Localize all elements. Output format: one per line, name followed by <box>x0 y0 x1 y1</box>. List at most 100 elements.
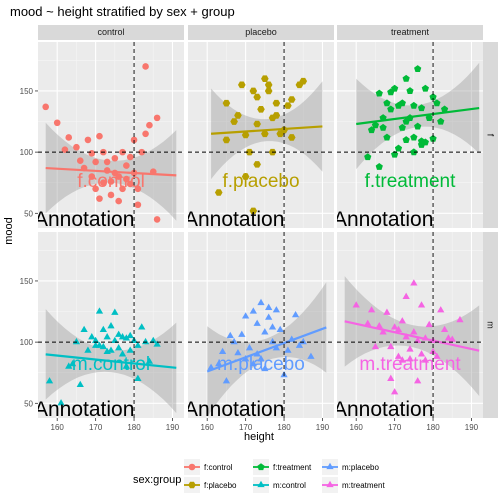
data-point <box>134 185 142 193</box>
data-point <box>379 123 387 131</box>
data-point <box>398 317 406 324</box>
data-point <box>394 144 403 152</box>
data-point <box>126 153 134 161</box>
data-point <box>287 96 296 103</box>
column-strip-label: control <box>97 27 124 37</box>
data-point <box>68 359 77 367</box>
data-point <box>126 346 134 353</box>
data-point <box>249 87 258 95</box>
trend-line <box>206 326 327 373</box>
data-point <box>122 362 131 369</box>
column-strip-label: placebo <box>245 27 277 37</box>
data-point <box>433 99 441 107</box>
data-point <box>299 77 308 85</box>
column-strip-control: control <box>38 25 184 40</box>
data-point <box>371 342 380 350</box>
data-point <box>115 330 123 337</box>
data-point <box>215 359 223 367</box>
data-point <box>153 340 161 347</box>
chart-title: mood ~ height stratified by sex + group <box>10 4 235 19</box>
data-point <box>410 279 418 286</box>
panel-plot-area: f.treatment Annotation <box>337 42 483 228</box>
data-point <box>440 325 449 332</box>
panel-group-label: m.treatment <box>359 354 461 375</box>
data-point <box>417 104 426 112</box>
trend-line <box>210 125 323 135</box>
x-tick-label: 160 <box>350 423 364 432</box>
data-point <box>257 106 265 113</box>
panel-f-treatment: f.treatment Annotation <box>337 42 483 228</box>
row-strip-label: m <box>486 321 496 329</box>
x-tick-label: 170 <box>239 423 253 432</box>
data-point <box>444 334 453 341</box>
data-point <box>100 179 107 187</box>
data-point <box>272 99 281 107</box>
panel-plot-area: f.control Annotation <box>34 42 184 231</box>
legend-item-label: m:placebo <box>342 463 379 472</box>
data-point <box>265 303 273 310</box>
legend-title: sex:group <box>133 474 181 486</box>
data-point <box>299 337 307 345</box>
data-point <box>245 148 254 156</box>
data-point <box>364 319 372 326</box>
data-point <box>406 355 414 362</box>
data-point <box>265 313 273 320</box>
data-point <box>138 148 146 156</box>
data-point <box>118 333 127 340</box>
data-point <box>253 93 261 101</box>
data-point <box>383 133 391 141</box>
data-point <box>84 346 92 353</box>
column-strip-bg <box>188 25 334 40</box>
legend-item-label: f:control <box>204 463 233 472</box>
data-point <box>76 380 84 388</box>
data-point <box>276 325 284 332</box>
data-point <box>218 347 227 355</box>
data-point <box>387 105 395 113</box>
legend-key-marker <box>257 463 265 471</box>
x-tick-label: 160 <box>201 423 215 432</box>
data-point <box>257 298 265 306</box>
panel-annotation-text: Annotation <box>34 208 134 231</box>
data-point <box>153 216 161 223</box>
data-point <box>230 337 238 345</box>
panel-group-label: f.placebo <box>222 171 299 192</box>
data-point <box>95 307 104 314</box>
data-point <box>440 105 449 113</box>
data-point <box>383 99 391 107</box>
data-point <box>417 301 426 308</box>
data-point <box>61 146 69 153</box>
data-point <box>142 63 149 70</box>
data-point <box>387 342 395 350</box>
data-point <box>261 75 269 82</box>
data-point <box>394 325 403 332</box>
data-point <box>375 322 383 329</box>
column-strip-placebo: placebo <box>188 25 334 40</box>
legend-item-label: m:treatment <box>342 481 385 490</box>
data-point <box>92 185 99 193</box>
data-point <box>57 399 65 406</box>
column-strip-label: treatment <box>391 27 430 37</box>
data-point <box>402 74 410 82</box>
data-point <box>410 101 418 109</box>
y-tick-label: 50 <box>24 399 33 408</box>
legend-key-marker <box>188 463 196 471</box>
data-point <box>371 121 380 129</box>
panel-annotation-text: Annotation <box>184 398 284 421</box>
data-point <box>138 323 146 330</box>
data-point <box>230 118 238 125</box>
data-point <box>295 341 304 348</box>
data-point <box>421 138 429 146</box>
data-point <box>425 320 433 328</box>
data-point <box>107 191 115 199</box>
data-point <box>119 185 126 193</box>
data-point <box>253 319 261 326</box>
data-point <box>53 119 61 127</box>
legend-item-m-treatment: m:treatment <box>322 477 385 493</box>
data-point <box>421 356 430 363</box>
panel-m-placebo: m:placebo Annotation <box>184 232 334 421</box>
data-point <box>91 336 100 344</box>
data-point <box>287 134 296 141</box>
legend-key-marker <box>188 481 196 489</box>
x-tick-label: 180 <box>127 423 141 432</box>
legend-item-label: f:placebo <box>204 481 237 490</box>
